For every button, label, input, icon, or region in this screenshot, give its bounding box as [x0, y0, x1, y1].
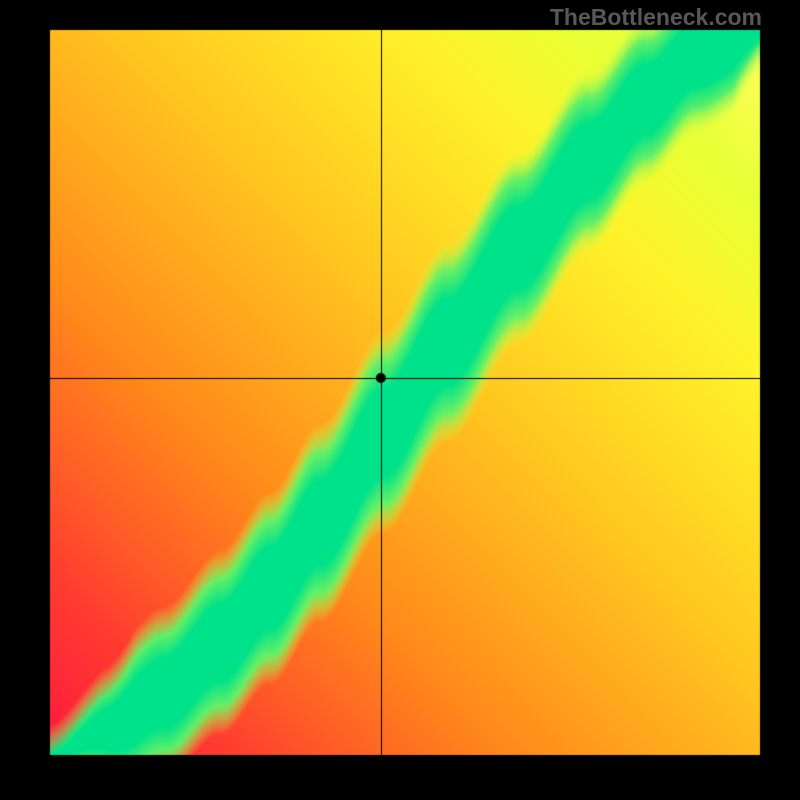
watermark-text: TheBottleneck.com: [550, 4, 762, 31]
chart-container: TheBottleneck.com: [0, 0, 800, 800]
heatmap-canvas: [0, 0, 800, 800]
